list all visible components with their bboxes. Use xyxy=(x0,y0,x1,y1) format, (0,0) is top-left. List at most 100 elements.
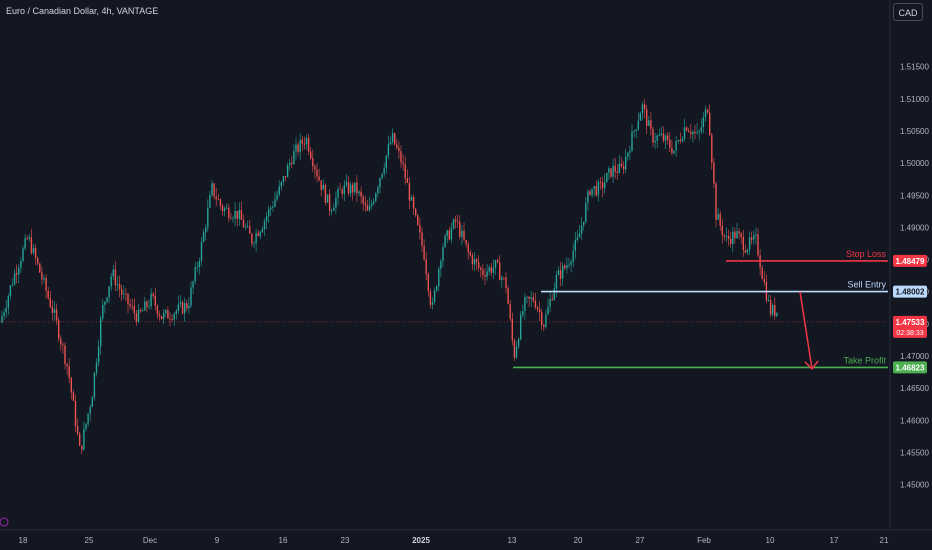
candle xyxy=(28,233,30,242)
candle xyxy=(660,126,663,137)
candle xyxy=(667,131,669,145)
candle-body xyxy=(322,184,324,190)
candle-body xyxy=(761,267,763,279)
candle-body xyxy=(715,183,717,220)
candle xyxy=(370,199,373,210)
candle-body xyxy=(148,306,150,307)
candle-body xyxy=(184,303,186,314)
candle xyxy=(606,172,608,183)
candle xyxy=(335,191,337,215)
candle xyxy=(454,215,457,229)
candle xyxy=(341,186,343,199)
candle-body xyxy=(165,310,167,314)
candle-body xyxy=(505,277,507,289)
candle-body xyxy=(578,233,581,238)
candle xyxy=(385,154,387,174)
candle-body xyxy=(396,144,398,148)
candle-body xyxy=(335,197,337,208)
currency-button[interactable]: CAD xyxy=(893,3,923,21)
candle xyxy=(643,99,646,118)
candle-body xyxy=(114,269,117,286)
candle xyxy=(578,224,581,238)
candle xyxy=(137,303,140,323)
candle xyxy=(564,263,566,271)
candle-body xyxy=(68,366,70,378)
candle xyxy=(772,303,774,317)
candle xyxy=(379,177,381,194)
candle-body xyxy=(757,234,759,256)
candle xyxy=(742,229,744,257)
candle xyxy=(669,132,671,153)
candle xyxy=(648,116,650,127)
candle-body xyxy=(3,312,5,317)
candle xyxy=(452,218,455,230)
candle xyxy=(612,158,614,184)
candle xyxy=(486,264,488,281)
candle-body xyxy=(524,297,526,312)
chart-title: Euro / Canadian Dollar, 4h, VANTAGE xyxy=(6,6,159,16)
candle-body xyxy=(763,278,765,282)
candle xyxy=(608,166,610,180)
candle-body xyxy=(667,135,669,140)
candle xyxy=(41,266,43,286)
candle xyxy=(467,241,469,261)
candle-body xyxy=(452,219,455,229)
candle-body xyxy=(356,182,358,194)
candle-body xyxy=(291,162,293,165)
candle xyxy=(263,218,266,237)
candle-body xyxy=(373,201,375,204)
candle xyxy=(268,205,270,223)
candle xyxy=(618,154,621,174)
candle xyxy=(494,259,497,276)
candle xyxy=(427,272,429,297)
candle-body xyxy=(118,284,121,290)
candle-body xyxy=(620,163,623,167)
candle xyxy=(352,181,354,201)
candle-body xyxy=(230,217,232,219)
candle-body xyxy=(753,235,755,240)
candle xyxy=(711,132,713,170)
candle-body xyxy=(503,277,505,279)
candle-body xyxy=(236,210,238,219)
candle-body xyxy=(562,265,564,279)
candle xyxy=(24,234,26,251)
candle xyxy=(551,293,553,302)
candle xyxy=(400,145,402,168)
candle xyxy=(72,389,75,402)
candle-body xyxy=(362,196,364,204)
candle xyxy=(696,123,698,136)
candle-body xyxy=(492,267,495,273)
candle xyxy=(1,310,3,324)
candle-body xyxy=(7,296,9,308)
candle xyxy=(734,227,736,244)
candle-body xyxy=(566,265,568,269)
candle-body xyxy=(37,258,39,264)
candle-body xyxy=(249,226,251,234)
candle-body xyxy=(423,245,425,260)
candle-body xyxy=(209,194,211,208)
candle-body xyxy=(734,231,736,239)
candle xyxy=(163,309,165,325)
candle xyxy=(205,224,207,241)
candle-body xyxy=(314,166,316,170)
candle-body xyxy=(32,247,35,254)
candle xyxy=(482,263,484,280)
candle-body xyxy=(255,233,257,244)
candle-body xyxy=(568,264,570,266)
candle xyxy=(528,296,530,307)
candle xyxy=(774,297,776,320)
candle-body xyxy=(530,297,532,299)
candle xyxy=(310,146,312,161)
candle xyxy=(530,290,532,308)
candle-body xyxy=(24,238,26,249)
candle xyxy=(595,180,597,198)
candle xyxy=(522,304,524,318)
candle xyxy=(700,118,702,135)
candle xyxy=(66,363,68,376)
candle-body xyxy=(202,232,205,242)
candle-body xyxy=(448,230,450,240)
candle-body xyxy=(16,273,18,275)
candle-body xyxy=(318,176,320,181)
y-tick-label: 1.49500 xyxy=(900,191,929,200)
